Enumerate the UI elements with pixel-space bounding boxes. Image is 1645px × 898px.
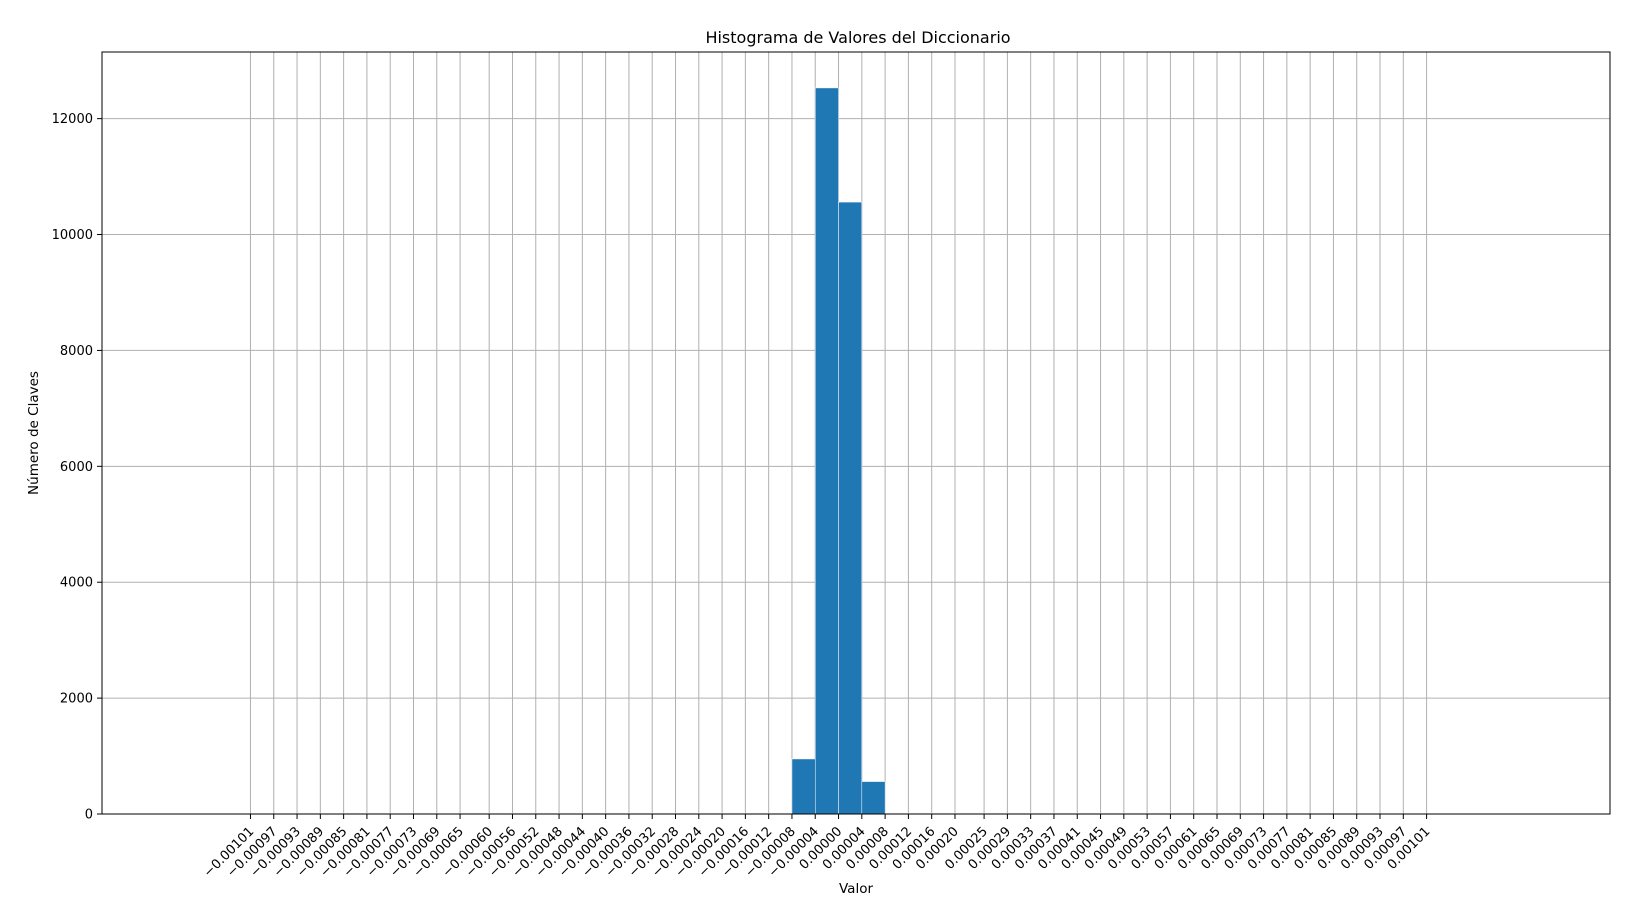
plot-area-frame [101,51,1611,815]
y-axis: 0 2000 4000 6000 8000 10000 12000 [52,112,102,823]
y-axis-label: Número de Claves [26,371,42,495]
grid-lines [102,52,1610,815]
y-tick-label: 2000 [60,692,93,707]
chart-title: Histograma de Valores del Diccionario [705,28,1010,47]
x-axis-label: Valor [839,881,873,897]
y-tick-label: 0 [85,808,93,823]
x-axis: −0.00101−0.00097−0.00093−0.00089−0.00085… [201,814,1433,881]
histogram-bar [838,201,863,815]
y-tick-label: 6000 [60,460,93,475]
y-tick-label: 4000 [60,576,93,591]
y-tick-label: 12000 [52,112,93,127]
y-tick-label: 10000 [52,228,93,243]
histogram-bar [861,781,886,815]
histogram-bar [791,758,816,815]
histogram-bar [814,87,839,815]
y-tick-label: 8000 [60,344,93,359]
